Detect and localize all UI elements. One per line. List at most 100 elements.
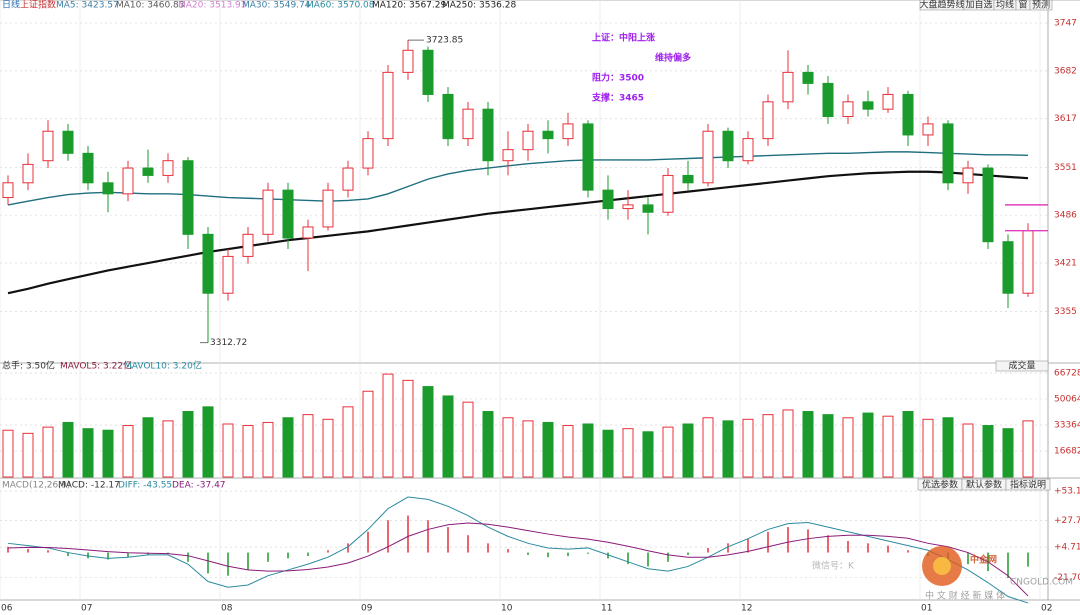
y-tick-label: 16682 <box>1054 446 1080 456</box>
candle-body <box>2 182 14 199</box>
candle-body <box>82 152 94 184</box>
toolbar-label[interactable]: 大盘趋势线 <box>919 0 964 11</box>
candle-body <box>302 226 314 239</box>
volume-bar <box>382 373 394 478</box>
volume-bar <box>962 423 974 478</box>
volume-bar <box>122 425 134 478</box>
candle-body <box>322 189 334 228</box>
candle-body <box>342 167 354 191</box>
button-label[interactable]: 优选参数 <box>922 479 958 491</box>
x-tick-label: 08 <box>221 604 233 614</box>
toolbar-button[interactable] <box>1029 0 1053 11</box>
volume-bar <box>982 425 994 478</box>
candle-body <box>642 204 654 213</box>
candle-body <box>22 163 34 184</box>
volume-bar <box>322 418 334 478</box>
x-tick-label: 12 <box>741 604 752 614</box>
candle-body <box>842 101 854 118</box>
candle-body <box>42 130 54 162</box>
candle-body <box>962 167 974 184</box>
candle-body <box>502 149 514 162</box>
macd-legend: MACD: -12.17 <box>58 481 120 491</box>
volume-bar <box>662 426 674 478</box>
x-tick-label: 09 <box>361 604 373 614</box>
volume-bar <box>442 395 454 478</box>
ma-legend: MA10: 3460.83 <box>116 1 184 11</box>
candle-body <box>882 93 894 110</box>
y-tick-label: 3551 <box>1054 163 1077 173</box>
candle-body <box>482 108 494 162</box>
toolbar-label[interactable]: 均线 <box>996 0 1014 11</box>
y-tick-label: 33364 <box>1054 420 1080 430</box>
watermark: 微信号：K <box>812 560 855 572</box>
volume-bar <box>562 425 574 478</box>
candle-body <box>922 123 934 136</box>
button-label[interactable]: 默认参数 <box>966 479 1002 491</box>
annotation: 上证：中阳上涨 <box>592 32 656 44</box>
candle-body <box>682 174 694 184</box>
candle-body <box>222 255 234 294</box>
candle-body <box>382 71 394 140</box>
candle-body <box>242 233 254 257</box>
volume-bar <box>142 417 154 478</box>
button[interactable] <box>995 360 1049 372</box>
y-tick-label: 3747 <box>1054 19 1077 29</box>
ma-legend: MA30: 3549.74 <box>242 1 311 11</box>
volume-bar <box>842 417 854 478</box>
volume-bar <box>942 417 954 478</box>
y-tick-label: 3682 <box>1054 66 1077 76</box>
volume-bar <box>482 411 494 478</box>
candle-body <box>562 123 574 140</box>
watermark: 中金网 <box>970 554 997 566</box>
volume-bar <box>782 409 794 478</box>
ma-legend: MA20: 3513.93 <box>178 1 246 11</box>
y-tick-label: +4.71 <box>1054 543 1080 553</box>
volume-bar <box>2 429 14 478</box>
volume-bar <box>222 423 234 478</box>
candle-body <box>762 101 774 140</box>
y-tick-label: 3617 <box>1054 114 1077 124</box>
candle-body <box>522 130 534 151</box>
button-label[interactable]: 成交量 <box>1008 360 1035 372</box>
annotation: 阻力：3500 <box>592 72 644 84</box>
volume-bar <box>1002 428 1014 478</box>
volume-bar <box>722 420 734 478</box>
y-tick-label: 50064 <box>1054 394 1080 404</box>
volume-bar <box>642 431 654 478</box>
candle-body <box>102 182 114 195</box>
volume-bar <box>462 401 474 478</box>
toolbar-label[interactable]: 预测 <box>1032 0 1050 11</box>
macd-line <box>7 496 1029 604</box>
candle-body <box>422 49 434 95</box>
candle-body <box>282 189 294 239</box>
candle-body <box>782 71 794 103</box>
annotation: 支撑：3465 <box>591 92 644 104</box>
toolbar-label[interactable]: 加自选 <box>965 0 992 11</box>
candle-body <box>802 71 814 84</box>
candle-body <box>202 233 214 294</box>
volume-bar <box>262 421 274 478</box>
volume-bar <box>862 412 874 478</box>
volume-bar <box>882 415 894 478</box>
x-tick-label: 01 <box>921 604 932 614</box>
volume-bar <box>622 428 634 478</box>
toolbar-label[interactable]: 窗 <box>1018 0 1027 11</box>
candle-body <box>602 189 614 210</box>
volume-bar <box>62 421 74 478</box>
volume-bar <box>582 423 594 478</box>
x-tick-label: 02 <box>1041 604 1052 614</box>
volume-bar <box>682 423 694 478</box>
candle-body <box>742 138 754 162</box>
volume-bar <box>702 417 714 478</box>
button[interactable] <box>1005 478 1051 491</box>
macd-legend: DEA: -37.47 <box>172 481 226 491</box>
ma-legend: MA250: 3536.28 <box>442 1 516 11</box>
volume-bar <box>902 411 914 478</box>
button-label[interactable]: 指标说明 <box>1010 479 1046 491</box>
candle-body <box>822 82 834 118</box>
volume-bar <box>402 379 414 478</box>
y-tick-label: 66728 <box>1054 368 1080 378</box>
volume-bar <box>822 414 834 478</box>
candle-body <box>182 160 194 235</box>
